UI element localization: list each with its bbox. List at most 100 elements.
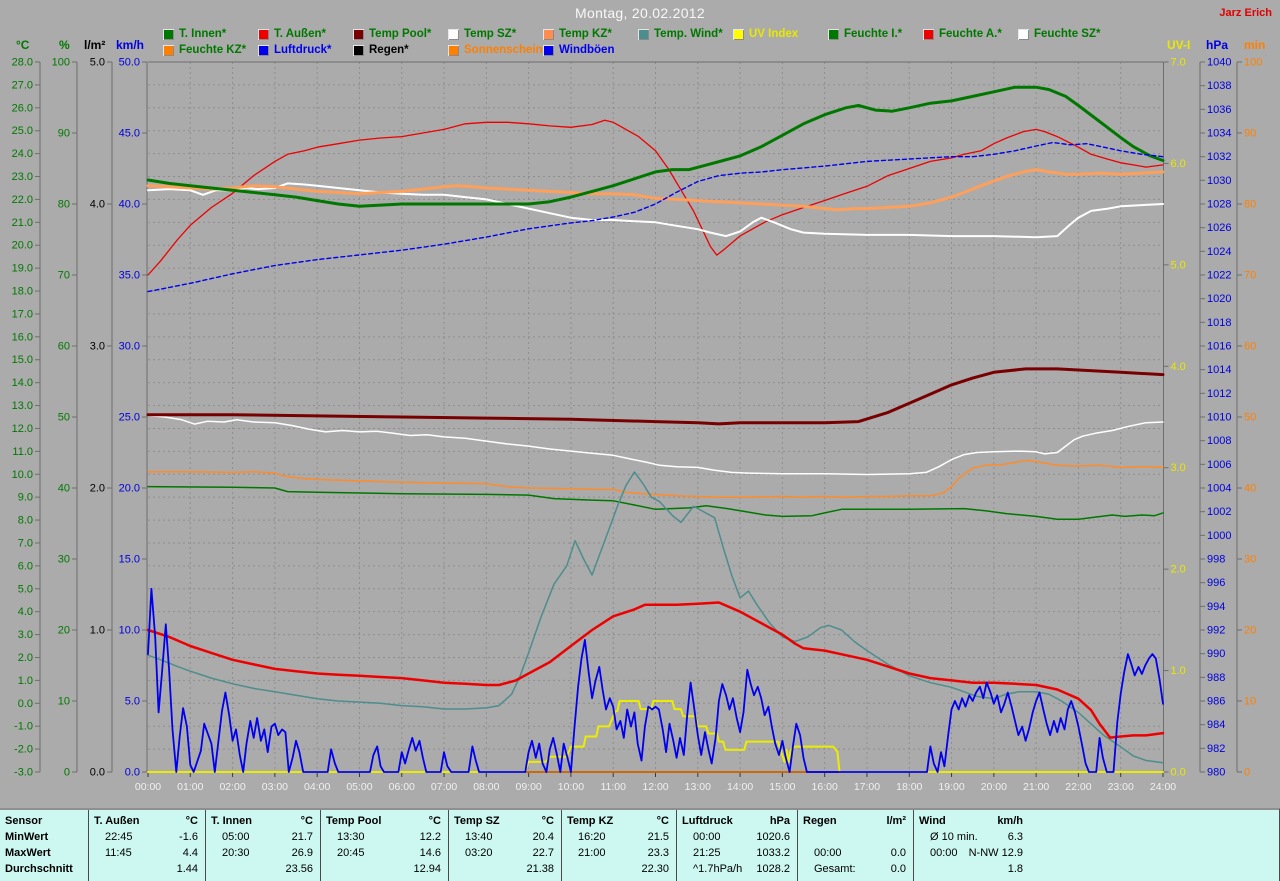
axis-label-celsius: °C bbox=[16, 38, 30, 52]
stats-cell: 00:00 1020.6 bbox=[677, 829, 798, 845]
axis-tick-label: 50.0 bbox=[119, 57, 140, 69]
legend-label: Temp Pool* bbox=[369, 28, 432, 40]
series-t_aussen bbox=[146, 601, 1165, 739]
axis-tick-label: 40 bbox=[58, 483, 70, 495]
legend-label: Regen* bbox=[369, 44, 409, 56]
axis-tick-label: 0 bbox=[64, 767, 70, 779]
axis-tick-label: 984 bbox=[1207, 719, 1225, 731]
axis-tick-label: 80 bbox=[58, 199, 70, 211]
legend-swatch bbox=[448, 28, 459, 40]
stats-cell-value: hPa bbox=[769, 815, 790, 827]
series-feuchte_a bbox=[147, 119, 1164, 276]
axis-tick-label: 0.0 bbox=[90, 767, 105, 779]
legend-swatch bbox=[353, 44, 364, 56]
x-axis-label: 21:00 bbox=[1023, 781, 1049, 793]
axis-tick-label: 60 bbox=[58, 341, 70, 353]
axis-tick-label: 6.0 bbox=[18, 560, 33, 572]
legend-label: Feuchte SZ* bbox=[1034, 28, 1101, 40]
legend-item-t-innen-: T. Innen* bbox=[163, 28, 226, 40]
series-feuchte_kz bbox=[147, 459, 1164, 498]
series-temp_pool bbox=[146, 367, 1165, 426]
axis-tick-label: 11.0 bbox=[12, 446, 33, 458]
axis-tick-label: 6.0 bbox=[1171, 158, 1186, 170]
stats-cell: 20:45 14.6 bbox=[321, 845, 449, 861]
axis-tick-label: 30 bbox=[1244, 554, 1256, 566]
legend-label: Windböen bbox=[559, 44, 615, 56]
legend-item-temp-kz-: Temp KZ* bbox=[543, 28, 612, 40]
series-t_innen bbox=[146, 85, 1165, 208]
axis-tick-label: -3.0 bbox=[14, 767, 33, 779]
axis-tick-label: 18.0 bbox=[12, 286, 33, 298]
axis-tick-label: 1014 bbox=[1207, 364, 1231, 376]
stats-cell: 1.8 bbox=[914, 861, 1031, 877]
legend-item-uv-index: UV Index bbox=[733, 28, 798, 40]
axis-tick-label: 28.0 bbox=[12, 57, 33, 69]
axis-tick-label: 23.0 bbox=[12, 171, 33, 183]
stats-cell: 13:30 12.2 bbox=[321, 829, 449, 845]
x-axis-label: 12:00 bbox=[642, 781, 668, 793]
axis-tick-label: 1040 bbox=[1207, 57, 1231, 69]
stats-cell-time: 20:45 bbox=[337, 847, 365, 859]
axis-tick-label: 35.0 bbox=[119, 270, 140, 282]
legend-label: T. Außen* bbox=[274, 28, 326, 40]
legend-label: UV Index bbox=[749, 28, 799, 40]
stats-cell-time: T. Innen bbox=[211, 815, 252, 827]
stats-col-header: T. Außen °C bbox=[89, 813, 206, 829]
legend-swatch bbox=[543, 44, 554, 56]
axis-tick-label: 1010 bbox=[1207, 412, 1231, 424]
legend-item-sonnenschein: Sonnenschein bbox=[448, 44, 543, 56]
axis-label-hpa: hPa bbox=[1206, 38, 1229, 52]
stats-cell: ^1.7hPa/h 1028.2 bbox=[677, 861, 798, 877]
stats-cell: 21.38 bbox=[449, 861, 562, 877]
stats-cell-time: 21:00 bbox=[578, 847, 606, 859]
watermark-text: Jarz Erich bbox=[1219, 7, 1272, 19]
axis-tick-label: 2.0 bbox=[18, 652, 33, 664]
x-axis-label: 19:00 bbox=[938, 781, 964, 793]
stats-cell: 11:45 4.4 bbox=[89, 845, 206, 861]
legend-item-t-au-en-: T. Außen* bbox=[258, 28, 326, 40]
stats-cell-value: 22.30 bbox=[641, 863, 669, 875]
x-axis-label: 10:00 bbox=[558, 781, 584, 793]
axis-tick-label: 992 bbox=[1207, 625, 1225, 637]
legend-label: T. Innen* bbox=[179, 28, 227, 40]
x-axis-label: 03:00 bbox=[262, 781, 288, 793]
stats-cell-value: 20.4 bbox=[532, 831, 554, 843]
stats-column-wind: Wind km/h Ø 10 min. 6.3 00:00 N-NW 12.9 1.8 bbox=[913, 810, 1031, 881]
stats-cell-value: 1028.2 bbox=[756, 863, 790, 875]
stats-cell-time: 13:30 bbox=[337, 831, 365, 843]
stats-cell-time: Ø 10 min. bbox=[930, 831, 978, 843]
axis-tick-label: 10 bbox=[1244, 696, 1256, 708]
axis-tick-label: 30.0 bbox=[119, 341, 140, 353]
legend-item-feuchte-i-: Feuchte I.* bbox=[828, 28, 902, 40]
axis-tick-label: 10.0 bbox=[119, 625, 140, 637]
stats-cell: 21:00 23.3 bbox=[562, 845, 677, 861]
x-axis-label: 18:00 bbox=[896, 781, 922, 793]
axis-tick-label: 100 bbox=[52, 57, 70, 69]
axis-tick-label: -1.0 bbox=[14, 721, 33, 733]
x-axis-label: 01:00 bbox=[177, 781, 203, 793]
stats-cell: 22.30 bbox=[562, 861, 677, 877]
x-axis-label: 14:00 bbox=[727, 781, 753, 793]
stats-cell-time: 05:00 bbox=[222, 831, 250, 843]
legend-item-regen-: Regen* bbox=[353, 44, 409, 56]
axis-tick-label: -2.0 bbox=[14, 744, 33, 756]
axis-tick-label: 14.0 bbox=[12, 377, 33, 389]
axis-tick-label: 7.0 bbox=[18, 537, 33, 549]
series-temp_wind bbox=[147, 471, 1164, 764]
stats-cell-value: 23.56 bbox=[285, 863, 313, 875]
axis-tick-label: 1.0 bbox=[90, 625, 105, 637]
legend-label: Feuchte I.* bbox=[844, 28, 903, 40]
legend-swatch bbox=[923, 28, 934, 40]
axis-tick-label: 22.0 bbox=[12, 194, 33, 206]
axis-label-uv: UV-I bbox=[1167, 38, 1191, 52]
x-axis-label: 06:00 bbox=[389, 781, 415, 793]
axis-tick-label: 12.0 bbox=[12, 423, 33, 435]
legend-label: Feuchte A.* bbox=[939, 28, 1002, 40]
series-temp_sz bbox=[147, 182, 1164, 239]
axis-tick-label: 0.0 bbox=[125, 767, 140, 779]
legend-label: Temp KZ* bbox=[559, 28, 612, 40]
axis-tick-label: 2.0 bbox=[1171, 564, 1186, 576]
axis-tick-label: 20 bbox=[1244, 625, 1256, 637]
axis-tick-label: 1008 bbox=[1207, 435, 1231, 447]
stats-cell-value: -1.6 bbox=[179, 831, 198, 843]
